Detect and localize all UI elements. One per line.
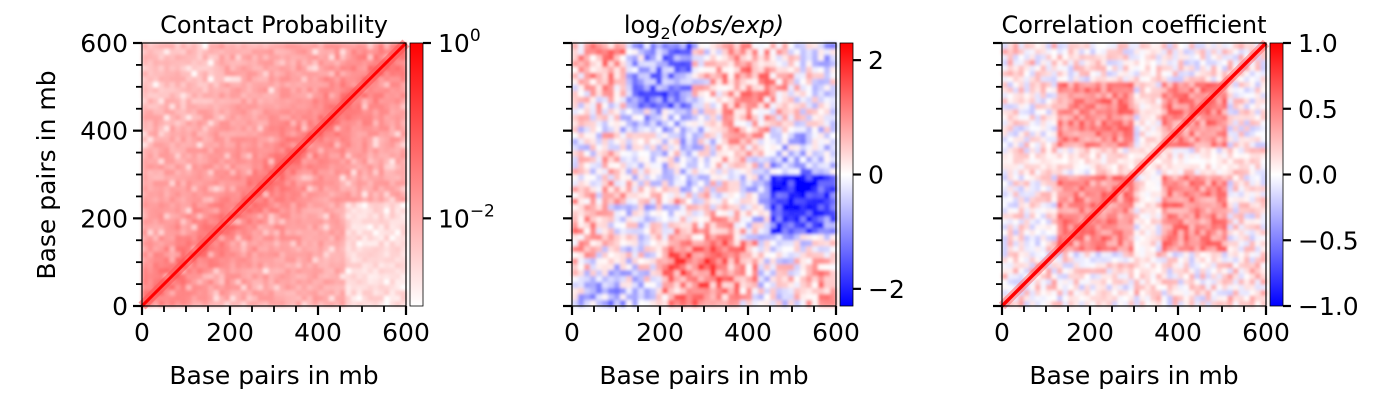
colorbar-tick-label: −2 — [868, 275, 905, 304]
y-axis-label: Base pairs in mb — [32, 70, 61, 279]
correlation-panel: Correlation coefficient 0 200 400 600 Base … — [993, 11, 1359, 390]
correlation-heatmap — [1002, 43, 1267, 307]
colorbar-tick-label: 2 — [868, 46, 884, 75]
colorbar-ticks: 2 0 −2 — [853, 46, 905, 304]
colorbar-ticks: 1.0 0.5 0.0 −0.5 −1.0 — [1283, 29, 1359, 321]
contact-probability-panel: Contact Probability 0 200 400 600 0 200 400 600… — [32, 11, 495, 390]
title-log-base: 2 — [660, 24, 670, 43]
x-tick-label: 400 — [1154, 318, 1202, 347]
x-tick-label: 0 — [564, 318, 580, 347]
x-tick-label: 200 — [1066, 318, 1114, 347]
colorbar-tick-label: 1.0 — [1298, 29, 1338, 58]
x-axis-label: Base pairs in mb — [169, 361, 378, 390]
contact-probability-heatmap — [142, 43, 407, 307]
x-tick-label: 0 — [134, 318, 150, 347]
x-tick-label: 600 — [382, 318, 430, 347]
x-tick-label: 0 — [994, 318, 1010, 347]
x-tick-label: 600 — [1242, 318, 1290, 347]
colorbar-tick-label: 0.0 — [1298, 161, 1338, 190]
x-tick-label: 400 — [724, 318, 772, 347]
colorbar-ticks: 100 10−2 — [423, 26, 495, 233]
colorbar-tick-label: 10−2 — [438, 201, 495, 233]
title-log: log — [624, 11, 661, 39]
panel-title: Correlation coefficient — [1001, 11, 1266, 39]
colorbar-tick-label: 100 — [438, 26, 481, 58]
colorbar-tick-label: 0 — [868, 161, 884, 190]
colorbar — [1270, 43, 1283, 306]
y-tick-label: 0 — [112, 292, 128, 321]
x-tick-label: 600 — [812, 318, 860, 347]
colorbar-tick-label: −0.5 — [1298, 226, 1359, 255]
colorbar-tick-label: 0.5 — [1298, 95, 1338, 124]
title-ratio: (obs/exp) — [671, 11, 784, 39]
y-tick-label: 400 — [80, 117, 128, 146]
y-tick-label: 200 — [80, 204, 128, 233]
colorbar-tick-label: −1.0 — [1298, 292, 1359, 321]
x-tick-label: 200 — [636, 318, 684, 347]
colorbar — [840, 43, 853, 306]
obs-exp-heatmap — [572, 43, 837, 307]
colorbar — [410, 43, 423, 306]
x-tick-label: 200 — [206, 318, 254, 347]
y-tick-label: 600 — [80, 29, 128, 58]
x-axis-label: Base pairs in mb — [1029, 361, 1238, 390]
panel-title: Contact Probability — [160, 11, 388, 39]
panel-title: log2(obs/exp) — [624, 11, 784, 43]
x-axis-label: Base pairs in mb — [599, 361, 808, 390]
x-tick-label: 400 — [294, 318, 342, 347]
